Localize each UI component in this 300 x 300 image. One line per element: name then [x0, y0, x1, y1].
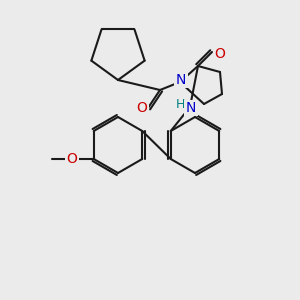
Text: O: O: [136, 101, 147, 115]
Text: O: O: [66, 152, 77, 166]
Text: H: H: [175, 98, 185, 112]
Text: N: N: [186, 101, 196, 115]
Text: O: O: [214, 47, 225, 61]
Text: N: N: [176, 73, 186, 87]
